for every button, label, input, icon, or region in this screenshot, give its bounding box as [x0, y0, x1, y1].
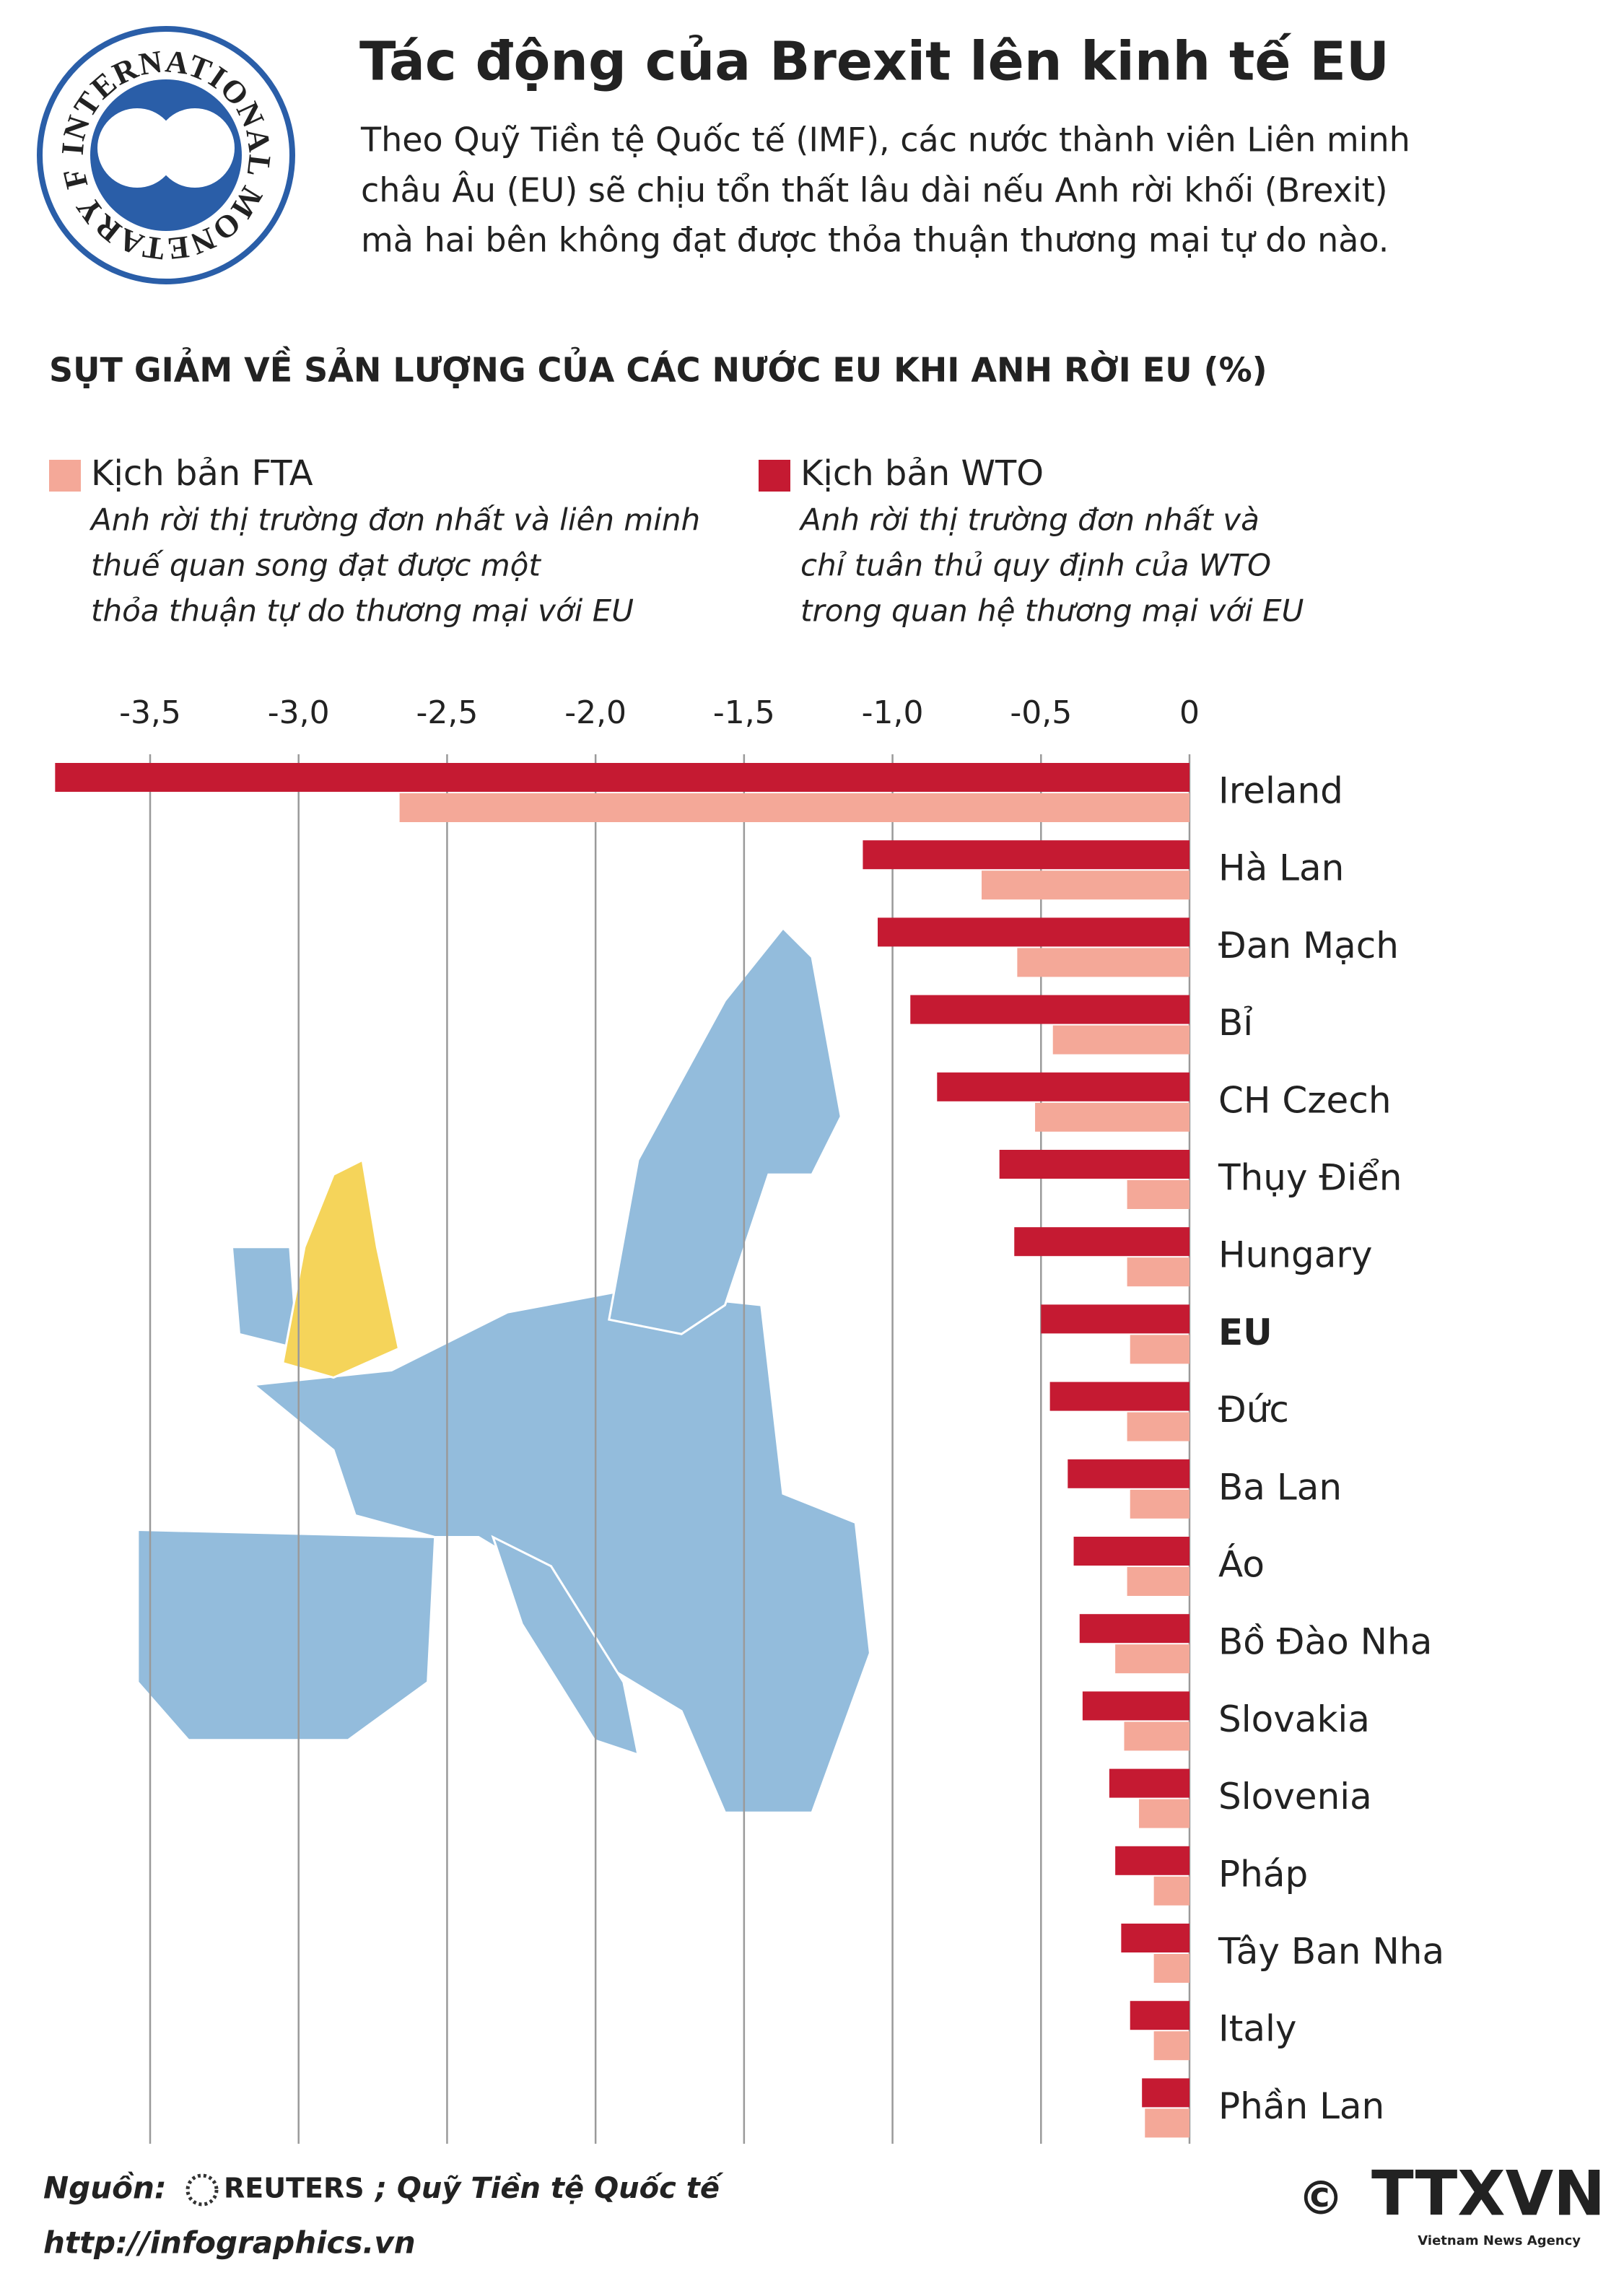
- title: Tác động của Brexit lên kinh tế EU: [359, 31, 1389, 93]
- url: http://infographics.vn: [43, 2225, 416, 2261]
- category-label: EU: [1218, 1312, 1272, 1353]
- x-tick-label: -3,5: [119, 694, 181, 731]
- category-label: CH Czech: [1218, 1079, 1392, 1121]
- bar: [55, 763, 1189, 792]
- bar: [1127, 1257, 1189, 1287]
- bar: [1139, 1799, 1189, 1828]
- bar: [1014, 1227, 1189, 1257]
- bar: [1049, 1382, 1189, 1411]
- subtitle: Theo Quỹ Tiền tệ Quốc tế (IMF), các nước…: [360, 121, 1410, 160]
- bar: [1127, 1180, 1189, 1209]
- map: [136, 926, 871, 1814]
- bar: [1124, 1721, 1189, 1751]
- category-label: Slovenia: [1218, 1776, 1372, 1817]
- bar: [878, 917, 1189, 947]
- legend-swatch: [759, 460, 790, 492]
- bar: [1035, 1102, 1189, 1132]
- reuters-icon: [185, 2173, 219, 2207]
- bar: [1082, 1691, 1189, 1721]
- legend-description: thuế quan song đạt được một: [91, 548, 541, 583]
- bar: [1121, 1924, 1189, 1952]
- category-label: Bỉ: [1218, 1002, 1253, 1044]
- bar: [1145, 2108, 1189, 2138]
- bar: [982, 870, 1189, 900]
- category-label: Slovakia: [1218, 1698, 1370, 1740]
- x-tick-label: -2,5: [416, 694, 478, 731]
- bar: [1130, 1335, 1189, 1364]
- category-label: Pháp: [1218, 1853, 1308, 1895]
- bar: [937, 1072, 1189, 1101]
- bar: [1052, 1025, 1189, 1055]
- x-tick-label: 0: [1179, 694, 1200, 731]
- bar: [999, 1150, 1189, 1179]
- bar: [1153, 1954, 1189, 1983]
- bar: [1109, 1768, 1189, 1798]
- bar: [1130, 1489, 1189, 1519]
- subtitle: châu Âu (EU) sẽ chịu tổn thất lâu dài nế…: [361, 171, 1388, 210]
- chart-title: SỤT GIẢM VỀ SẢN LƯỢNG CỦA CÁC NƯỚC EU KH…: [49, 346, 1267, 390]
- bar: [1068, 1459, 1189, 1488]
- category-label: Italy: [1218, 2008, 1296, 2050]
- category-label: Thụy Điển: [1218, 1157, 1402, 1199]
- source-label: Nguồn:: [43, 2170, 167, 2206]
- bar: [1130, 2001, 1189, 2030]
- category-label: Hà Lan: [1218, 847, 1344, 889]
- bar: [1153, 1876, 1189, 1906]
- x-tick-label: -1,0: [862, 694, 924, 731]
- brand: TTXVN: [1371, 2157, 1605, 2230]
- bar: [1115, 1846, 1189, 1875]
- subtitle: mà hai bên không đạt được thỏa thuận thư…: [361, 221, 1389, 260]
- category-label: Bồ Đào Nha: [1218, 1621, 1432, 1663]
- bar: [1041, 1304, 1189, 1334]
- bar: [910, 995, 1189, 1024]
- x-tick-label: -3,0: [268, 694, 330, 731]
- x-tick-label: -0,5: [1010, 694, 1072, 731]
- category-label: Áo: [1218, 1543, 1265, 1586]
- legend-label: Kịch bản FTA: [91, 453, 313, 494]
- source-agency: REUTERS: [224, 2173, 364, 2204]
- copyright: ©: [1298, 2173, 1344, 2226]
- bar: [1127, 1412, 1189, 1441]
- bar: [1115, 1644, 1189, 1674]
- source: ; Quỹ Tiền tệ Quốc tế: [374, 2172, 724, 2205]
- legend-description: Anh rời thị trường đơn nhất và liên minh: [89, 502, 700, 538]
- legend-description: chỉ tuân thủ quy định của WTO: [800, 548, 1271, 583]
- bar: [1127, 1567, 1189, 1596]
- bar: [1079, 1614, 1189, 1644]
- legend-swatch: [49, 460, 81, 492]
- x-tick-label: -1,5: [713, 694, 775, 731]
- category-label: Ba Lan: [1218, 1466, 1342, 1508]
- category-label: Hungary: [1218, 1234, 1373, 1276]
- category-label: Tây Ban Nha: [1218, 1931, 1444, 1973]
- imf-logo: INTERNATIONAL MONETARY FUND: [0, 0, 295, 284]
- legend-label: Kịch bản WTO: [800, 453, 1044, 494]
- legend-description: Anh rời thị trường đơn nhất và: [798, 502, 1260, 538]
- bar: [1073, 1537, 1189, 1566]
- category-label: Đức: [1218, 1389, 1289, 1431]
- category-label: Ireland: [1218, 770, 1343, 812]
- brand-sub: Vietnam News Agency: [1418, 2233, 1581, 2248]
- bar: [1142, 2078, 1189, 2108]
- bar: [399, 793, 1189, 822]
- category-label: Đan Mạch: [1218, 925, 1399, 966]
- category-label: Phần Lan: [1218, 2085, 1384, 2127]
- bar: [863, 840, 1189, 870]
- legend-description: trong quan hệ thương mại với EU: [800, 593, 1304, 629]
- bar: [1153, 2031, 1189, 2061]
- x-tick-label: -2,0: [564, 694, 627, 731]
- bar: [1017, 948, 1189, 977]
- legend-description: thỏa thuận tự do thương mại với EU: [91, 593, 634, 629]
